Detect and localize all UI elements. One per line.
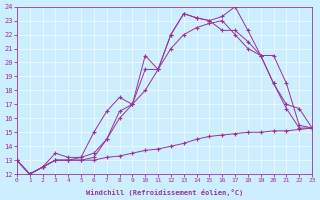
X-axis label: Windchill (Refroidissement éolien,°C): Windchill (Refroidissement éolien,°C) bbox=[86, 189, 243, 196]
